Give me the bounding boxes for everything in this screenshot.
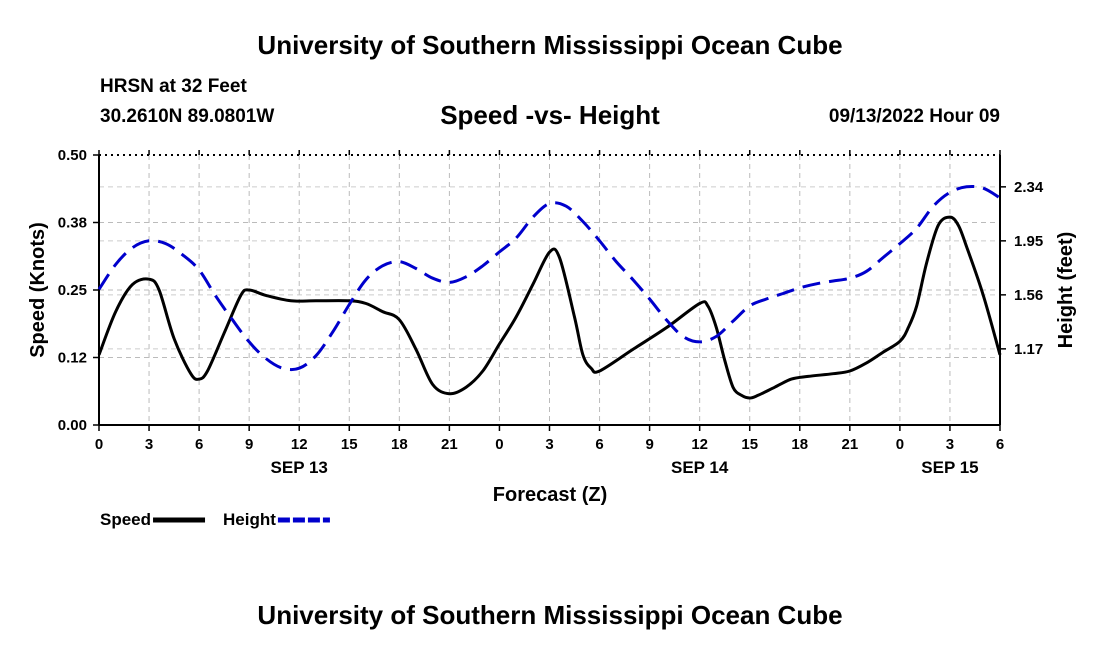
y2-tick-label: 1.56 bbox=[1014, 287, 1043, 304]
chart-title: Speed -vs- Height bbox=[440, 100, 660, 130]
grid-lines bbox=[99, 155, 1000, 425]
x-tick-label: 21 bbox=[841, 436, 858, 453]
x-tick-label: 3 bbox=[145, 436, 153, 453]
station-coordinates: 30.2610N 89.0801W bbox=[100, 106, 275, 127]
x-tick-label: 3 bbox=[946, 436, 954, 453]
y-axis-label: Speed (Knots) bbox=[27, 222, 49, 358]
y2-tick-label: 2.34 bbox=[1014, 179, 1044, 196]
axis-labels: Speed (Knots) Height (feet) Forecast (Z) bbox=[27, 222, 1077, 506]
date-label: SEP 13 bbox=[271, 458, 328, 477]
x-axis-label: Forecast (Z) bbox=[493, 484, 607, 506]
axes: 0 3 6 9 12 15 18 21 0 3 6 9 12 15 18 21 0 3 6 SEP 13 SEP 14 S… bbox=[58, 147, 1044, 477]
x-tick-label: 9 bbox=[645, 436, 653, 453]
y2-tick-label: 1.95 bbox=[1014, 233, 1043, 250]
y-tick-label: 0.25 bbox=[58, 282, 87, 299]
x-tick-label: 0 bbox=[495, 436, 503, 453]
x-tick-label: 0 bbox=[896, 436, 904, 453]
legend: Speed Height bbox=[100, 510, 330, 529]
x-tick-label: 6 bbox=[595, 436, 603, 453]
page-title: University of Southern Mississippi Ocean… bbox=[257, 30, 843, 60]
x-tick-label: 6 bbox=[996, 436, 1004, 453]
legend-label-speed: Speed bbox=[100, 510, 151, 529]
station-label: HRSN at 32 Feet bbox=[100, 76, 247, 97]
y-tick-label: 0.12 bbox=[58, 350, 87, 367]
x-tick-label: 12 bbox=[691, 436, 708, 453]
x-tick-label: 21 bbox=[441, 436, 458, 453]
x-tick-label: 9 bbox=[245, 436, 253, 453]
x-tick-label: 12 bbox=[291, 436, 308, 453]
y-tick-label: 0.38 bbox=[58, 215, 87, 232]
x-tick-label: 3 bbox=[545, 436, 553, 453]
x-tick-label: 0 bbox=[95, 436, 103, 453]
legend-label-height: Height bbox=[223, 510, 276, 529]
date-label: SEP 14 bbox=[671, 458, 729, 477]
x-tick-label: 6 bbox=[195, 436, 203, 453]
y2-axis-label: Height (feet) bbox=[1055, 232, 1077, 349]
y-tick-label: 0.00 bbox=[58, 417, 87, 434]
height-line bbox=[97, 185, 1001, 372]
forecast-datetime: 09/13/2022 Hour 09 bbox=[828, 106, 1000, 127]
x-tick-label: 18 bbox=[391, 436, 408, 453]
x-tick-label: 18 bbox=[791, 436, 808, 453]
x-tick-label: 15 bbox=[341, 436, 358, 453]
y-tick-label: 0.50 bbox=[58, 147, 87, 164]
series-lines bbox=[97, 185, 1002, 400]
y2-tick-label: 1.17 bbox=[1014, 341, 1043, 358]
x-tick-label: 15 bbox=[741, 436, 758, 453]
date-label: SEP 15 bbox=[921, 458, 978, 477]
speed-line bbox=[97, 215, 1002, 400]
page-title-repeat: University of Southern Mississippi Ocean… bbox=[257, 600, 843, 630]
